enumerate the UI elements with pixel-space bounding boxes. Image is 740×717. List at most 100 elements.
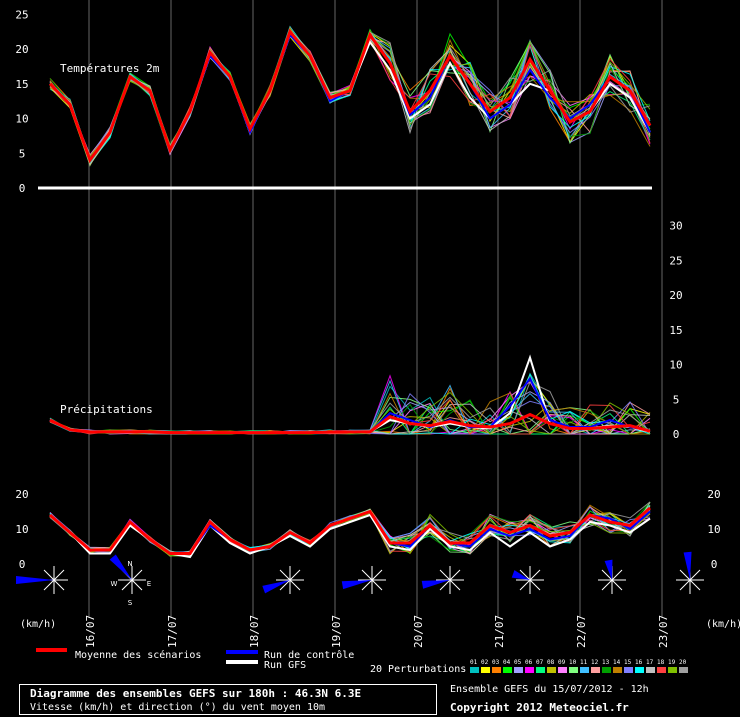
perturbation-number: 02	[481, 659, 489, 666]
y-tick-label-precip: 25	[669, 254, 682, 267]
wind-unit-right: (km/h)	[706, 619, 740, 630]
legend-perturbations-label: 20 Perturbations	[370, 664, 466, 675]
perturbation-number: 06	[525, 659, 533, 666]
date-label: 17/07	[166, 615, 179, 648]
perturbation-number: 15	[624, 659, 632, 666]
panel-title-precip: Précipitations	[60, 403, 153, 416]
series-line-precip-0	[49, 412, 651, 435]
legend-mean-label: Moyenne des scénarios	[75, 649, 201, 661]
perturbation-color-swatch	[514, 667, 523, 673]
y-tick-label-precip: 0	[673, 428, 680, 441]
perturbation-color-swatch	[657, 667, 666, 673]
perturbation-number: 01	[470, 659, 478, 666]
perturbation-color-swatch	[646, 667, 655, 673]
perturbation-color-swatch	[503, 667, 512, 673]
perturbation-color-swatch	[635, 667, 644, 673]
perturbation-color-swatch	[613, 667, 622, 673]
copyright: Copyright 2012 Meteociel.fr	[450, 701, 629, 714]
perturbation-number: 17	[646, 659, 654, 666]
date-label: 21/07	[493, 615, 506, 648]
series-line-temp-0	[48, 28, 652, 164]
compass-n-label: N	[127, 560, 132, 568]
date-label: 23/07	[657, 615, 670, 648]
perturbation-color-swatch	[591, 667, 600, 673]
perturbation-number: 13	[602, 659, 610, 666]
perturbation-color-swatch	[536, 667, 545, 673]
perturbation-line-temp	[49, 27, 651, 166]
perturbation-color-swatch	[668, 667, 677, 673]
y-tick-label-temp: 20	[15, 43, 28, 56]
date-label: 18/07	[248, 615, 261, 648]
perturbation-number: 05	[514, 659, 522, 666]
perturbation-number: 19	[668, 659, 676, 666]
perturbation-number: 04	[503, 659, 511, 666]
y-tick-label-wind: 10	[15, 523, 28, 536]
y-tick-label-temp: 5	[19, 147, 26, 160]
footer-title: Diagramme des ensembles GEFS sur 180h : …	[30, 687, 362, 700]
perturbation-number: 09	[558, 659, 566, 666]
perturbation-number: 10	[569, 659, 577, 666]
compass-w-label: W	[111, 580, 118, 588]
perturbation-color-swatch	[470, 667, 479, 673]
series-line-wind-0	[49, 506, 651, 555]
legend-control-label: Run de contrôle	[264, 649, 354, 661]
y-tick-label-precip: 15	[669, 324, 682, 337]
perturbation-color-swatch	[602, 667, 611, 673]
y-tick-label-right-wind: 20	[707, 488, 720, 501]
y-tick-label-precip: 30	[669, 220, 682, 233]
perturbation-line-temp	[49, 26, 651, 166]
date-label: 16/07	[84, 615, 97, 648]
perturbation-number: 11	[580, 659, 588, 666]
perturbation-line-precip	[49, 391, 651, 435]
footer-subtitle: Vitesse (km/h) et direction (°) du vent …	[30, 702, 326, 713]
perturbation-color-swatch	[580, 667, 589, 673]
perturbation-line-temp	[49, 32, 651, 165]
y-tick-label-wind: 0	[19, 558, 26, 571]
perturbation-line-temp	[49, 29, 651, 165]
y-tick-label-temp: 10	[15, 113, 28, 126]
perturbation-color-swatch	[547, 667, 556, 673]
panel-title-temp: Températures 2m	[60, 62, 160, 75]
perturbation-line-temp	[49, 35, 651, 160]
perturbation-number: 20	[679, 659, 687, 666]
wind-unit-left: (km/h)	[20, 619, 56, 630]
y-tick-label-precip: 5	[673, 393, 680, 406]
footer-title-box: Diagramme des ensembles GEFS sur 180h : …	[19, 684, 437, 715]
perturbation-color-swatch	[481, 667, 490, 673]
perturbation-number: 14	[613, 659, 621, 666]
date-label: 19/07	[330, 615, 343, 648]
perturbation-color-swatch	[558, 667, 567, 673]
perturbation-color-swatch	[624, 667, 633, 673]
y-tick-label-right-wind: 0	[711, 558, 718, 571]
perturbation-line-temp	[49, 28, 651, 164]
date-label: 22/07	[575, 615, 588, 648]
perturbation-line-temp	[49, 30, 651, 167]
date-label: 20/07	[412, 615, 425, 648]
perturbation-number: 07	[536, 659, 544, 666]
wind-direction-wedge	[421, 580, 450, 589]
wind-direction-wedge	[683, 551, 692, 580]
series-line-wind-2	[49, 513, 651, 559]
wind-direction-wedge	[341, 580, 372, 590]
wind-direction-wedge	[109, 554, 132, 580]
perturbation-color-swatch	[525, 667, 534, 673]
perturbation-number: 08	[547, 659, 555, 666]
y-tick-label-temp: 15	[15, 78, 28, 91]
wind-direction-wedge	[604, 559, 613, 580]
wind-direction-wedge	[16, 576, 54, 584]
legend-gfs-label: Run GFS	[264, 660, 306, 671]
y-tick-label-temp: 0	[19, 182, 26, 195]
series-line-precip-2	[49, 354, 651, 434]
perturbation-color-swatch	[569, 667, 578, 673]
wind-direction-wedge	[511, 570, 530, 580]
perturbation-number: 03	[492, 659, 500, 666]
wind-direction-wedge	[262, 580, 290, 594]
perturbation-color-swatch	[492, 667, 501, 673]
y-tick-label-wind: 20	[15, 488, 28, 501]
series-line-temp-1	[49, 32, 651, 163]
y-tick-label-temp: 25	[15, 8, 28, 21]
perturbation-line-temp	[49, 28, 651, 166]
y-tick-label-precip: 10	[669, 359, 682, 372]
compass-s-label: S	[128, 599, 133, 607]
series-line-temp-2	[49, 33, 651, 163]
